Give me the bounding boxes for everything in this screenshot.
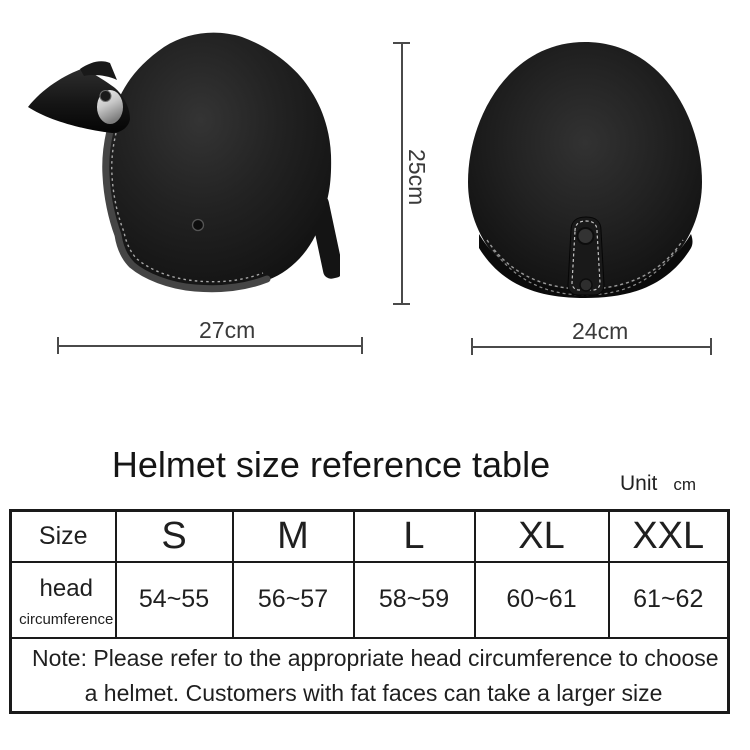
size-header-xxl: XXL <box>607 509 730 563</box>
unit-label: Unit <box>620 472 658 495</box>
head-circumference-row: head circumference 54~55 56~57 58~59 60~… <box>9 560 730 639</box>
value-l: 58~59 <box>352 560 476 639</box>
value-m: 56~57 <box>231 560 355 639</box>
row-label-head-circumference: head circumference <box>9 560 117 639</box>
note-line-1: Note: Please refer to the appropriate he… <box>32 644 719 671</box>
back-width-tick-left <box>471 338 473 355</box>
size-header-row: Size S M L XL XXL <box>9 509 730 563</box>
note-row: Note: Please refer to the appropriate he… <box>9 636 730 713</box>
height-dimension-cap-bottom <box>393 303 410 305</box>
row-label-circumference: circumference <box>19 610 114 628</box>
side-vent-button <box>191 218 205 232</box>
height-dimension-cap-top <box>393 42 410 44</box>
size-corner-header: Size <box>9 509 117 563</box>
back-width-line <box>471 346 712 348</box>
peak-strap <box>80 61 117 80</box>
side-width-line <box>57 345 363 347</box>
strap-rivet-top <box>576 227 595 245</box>
side-width-tick-left <box>57 337 59 354</box>
helmet-shell-back <box>468 42 702 294</box>
helmet-side-view-illustration <box>28 32 340 293</box>
size-header-l: L <box>352 509 476 563</box>
strap-stitching <box>571 220 601 291</box>
peak-rivet <box>99 90 112 102</box>
size-table-title: Helmet size reference table <box>111 444 551 485</box>
size-header-s: S <box>114 509 234 563</box>
side-width-tick-right <box>361 337 363 354</box>
height-dimension-label: 25cm <box>404 149 430 206</box>
value-xxl: 61~62 <box>607 560 730 639</box>
helmet-back-view-illustration <box>468 42 702 298</box>
value-xl: 60~61 <box>473 560 610 639</box>
bottom-rim-band <box>479 234 693 298</box>
note-cell: Note: Please refer to the appropriate he… <box>9 636 730 713</box>
trim-stitching <box>111 132 264 283</box>
size-reference-table: Size S M L XL XXL head circumference 54~… <box>9 509 730 714</box>
back-width-tick-right <box>710 338 712 355</box>
back-width-label: 24cm <box>572 318 629 344</box>
unit-indicator: Unit cm <box>620 472 696 496</box>
unit-value: cm <box>673 475 697 494</box>
note-line-2: a helmet. Customers with fat faces can t… <box>84 679 663 706</box>
size-header-xl: XL <box>473 509 610 563</box>
helmet-shell <box>106 32 332 291</box>
value-s: 54~55 <box>114 560 234 639</box>
height-dimension-line <box>401 43 403 305</box>
side-width-label: 27cm <box>199 317 256 343</box>
size-header-m: M <box>231 509 355 563</box>
strap-rivet-bottom <box>579 278 593 292</box>
row-label-head: head <box>39 574 93 602</box>
face-opening-trim <box>102 127 271 293</box>
